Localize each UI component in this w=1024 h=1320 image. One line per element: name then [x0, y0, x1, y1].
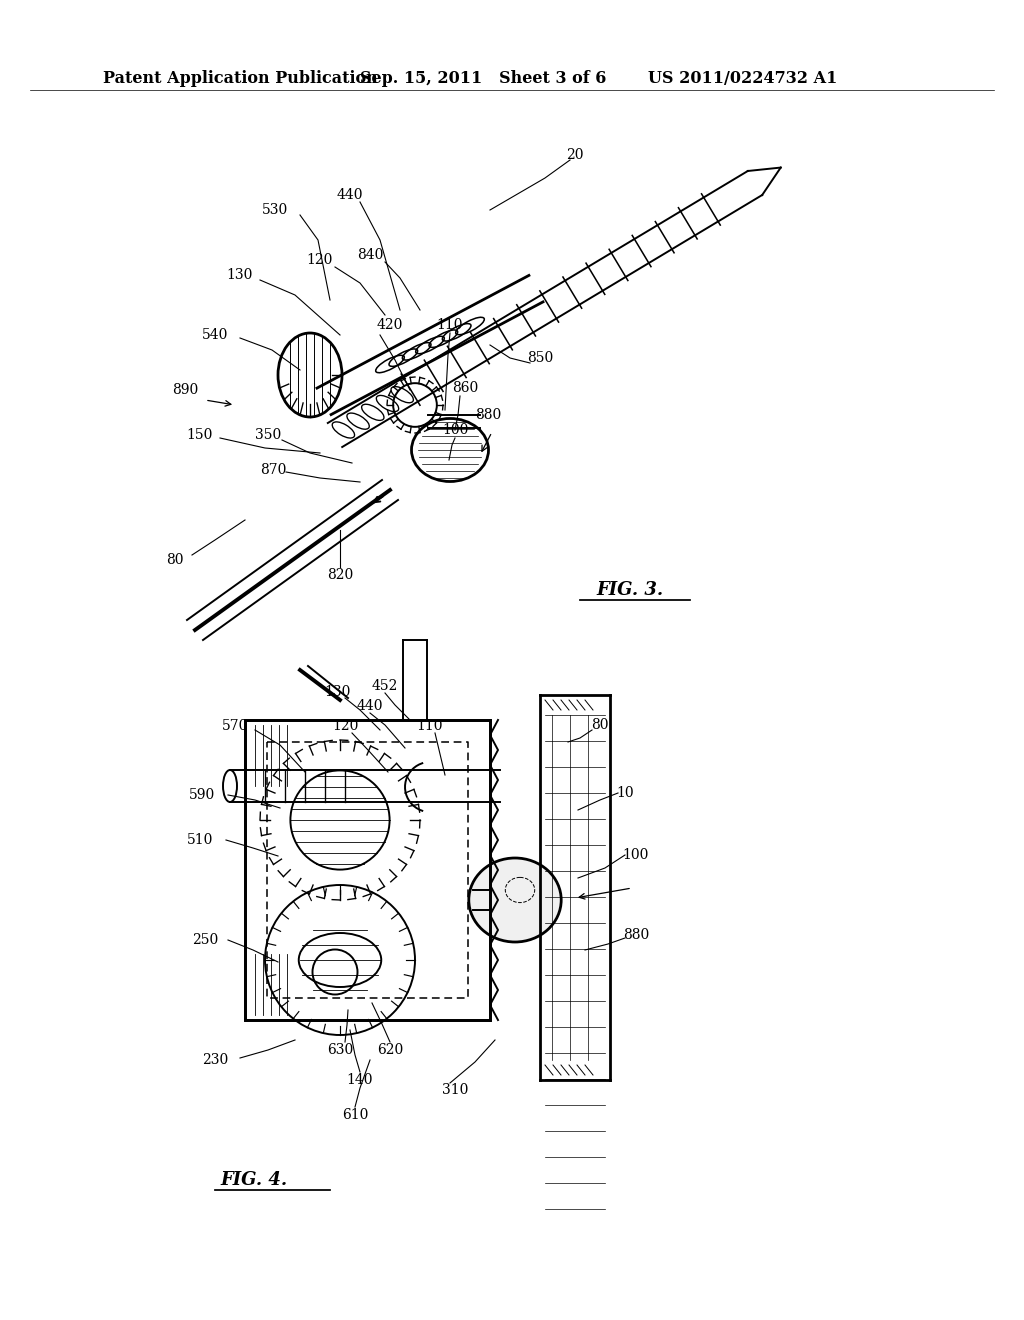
- Text: 120: 120: [332, 719, 358, 733]
- Text: 570: 570: [222, 719, 248, 733]
- Text: 452: 452: [372, 678, 398, 693]
- Text: 130: 130: [325, 685, 351, 700]
- Text: 530: 530: [262, 203, 288, 216]
- Text: 630: 630: [327, 1043, 353, 1057]
- Text: 890: 890: [172, 383, 198, 397]
- Text: 130: 130: [226, 268, 253, 282]
- Text: 540: 540: [202, 327, 228, 342]
- Text: Patent Application Publication: Patent Application Publication: [103, 70, 378, 87]
- Text: 350: 350: [255, 428, 282, 442]
- Text: 250: 250: [191, 933, 218, 946]
- Text: 870: 870: [260, 463, 286, 477]
- Text: 510: 510: [186, 833, 213, 847]
- Text: 440: 440: [356, 700, 383, 713]
- Text: 80: 80: [166, 553, 183, 568]
- Text: 230: 230: [202, 1053, 228, 1067]
- Text: 840: 840: [356, 248, 383, 261]
- Text: 610: 610: [342, 1107, 369, 1122]
- Text: 80: 80: [591, 718, 608, 733]
- Text: Sep. 15, 2011   Sheet 3 of 6: Sep. 15, 2011 Sheet 3 of 6: [360, 70, 606, 87]
- Text: 850: 850: [527, 351, 553, 366]
- Text: 20: 20: [566, 148, 584, 162]
- Text: 110: 110: [417, 719, 443, 733]
- Text: 440: 440: [337, 187, 364, 202]
- Text: 100: 100: [441, 422, 468, 437]
- Text: 100: 100: [623, 847, 649, 862]
- Text: 420: 420: [377, 318, 403, 333]
- Text: 860: 860: [452, 381, 478, 395]
- Text: 150: 150: [186, 428, 213, 442]
- Text: 590: 590: [188, 788, 215, 803]
- Text: US 2011/0224732 A1: US 2011/0224732 A1: [648, 70, 838, 87]
- Text: FIG. 3.: FIG. 3.: [596, 581, 664, 599]
- Ellipse shape: [469, 858, 561, 942]
- Text: 820: 820: [327, 568, 353, 582]
- Text: 880: 880: [623, 928, 649, 942]
- Text: 620: 620: [377, 1043, 403, 1057]
- Text: 140: 140: [347, 1073, 374, 1086]
- Text: FIG. 4.: FIG. 4.: [220, 1171, 287, 1189]
- Text: 110: 110: [437, 318, 463, 333]
- Text: 10: 10: [616, 785, 634, 800]
- Text: 310: 310: [441, 1082, 468, 1097]
- Text: 120: 120: [307, 253, 333, 267]
- Text: 880: 880: [475, 408, 501, 422]
